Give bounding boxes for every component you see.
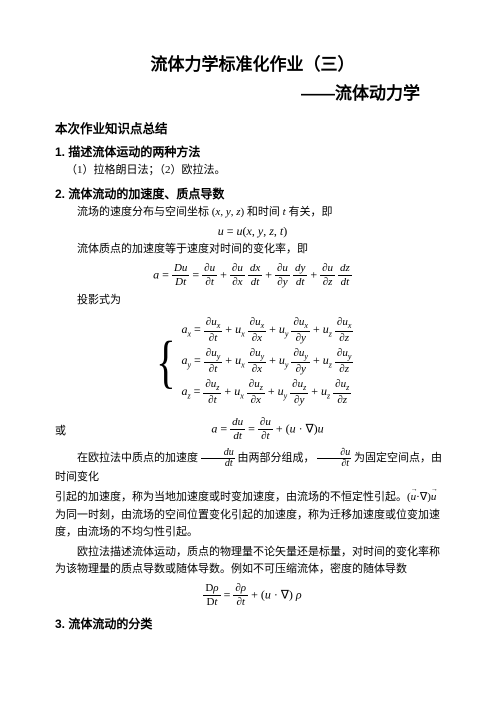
section-1-text: （1）拉格朗日法；（2）欧拉法。 xyxy=(55,162,450,179)
s2-p1: 流场的速度分布与空间坐标 (x, y, z) 和时间 t 有关，即 xyxy=(55,204,450,222)
section-3-heading: 3. 流体流动的分类 xyxy=(55,615,450,632)
summary-heading: 本次作业知识点总结 xyxy=(55,118,450,137)
section-2-heading: 2. 流体流动的加速度、质点导数 xyxy=(55,185,450,202)
subtitle: ——流体动力学 xyxy=(55,79,450,104)
document-page: 流体力学标准化作业（三） ——流体动力学 本次作业知识点总结 1. 描述流体运动… xyxy=(0,0,500,664)
main-title: 流体力学标准化作业（三） xyxy=(55,50,450,75)
eq-acceleration: a = DuDt = ∂u∂t + ∂u∂x dxdt + ∂u∂y dydt … xyxy=(55,262,450,289)
eq-density: DρDt = ∂ρ∂t + (u · ∇) ρ xyxy=(55,582,450,609)
eq-u: u = u(x, y, z, t) xyxy=(55,224,450,238)
or-label: 或 xyxy=(55,422,85,438)
eq-compact: a = dudt = ∂u∂t + (u · ∇)u xyxy=(85,416,450,443)
section-1-heading: 1. 描述流体运动的两种方法 xyxy=(55,143,450,160)
s2-p2: 流体质点的加速度等于速度对时间的变化率，即 xyxy=(55,241,450,259)
s2-p4: 引起的加速度，称为当地加速度或时变加速度，由流场的不恒定性引起。(u·∇)u 为… xyxy=(55,489,450,542)
s2-p5: 欧拉法描述流体运动，质点的物理量不论矢量还是标量，对时间的变化率称为该物理量的质… xyxy=(55,544,450,579)
s2-p3: 在欧拉法中质点的加速度 dudt 由两部分组成， ∂u∂t 为固定空间点，由时间… xyxy=(55,448,450,487)
proj-label: 投影式为 xyxy=(55,292,450,310)
projection-equations: { ax = ∂ux∂t + ux ∂ux∂x + uy ∂ux∂y + uz … xyxy=(55,314,450,409)
